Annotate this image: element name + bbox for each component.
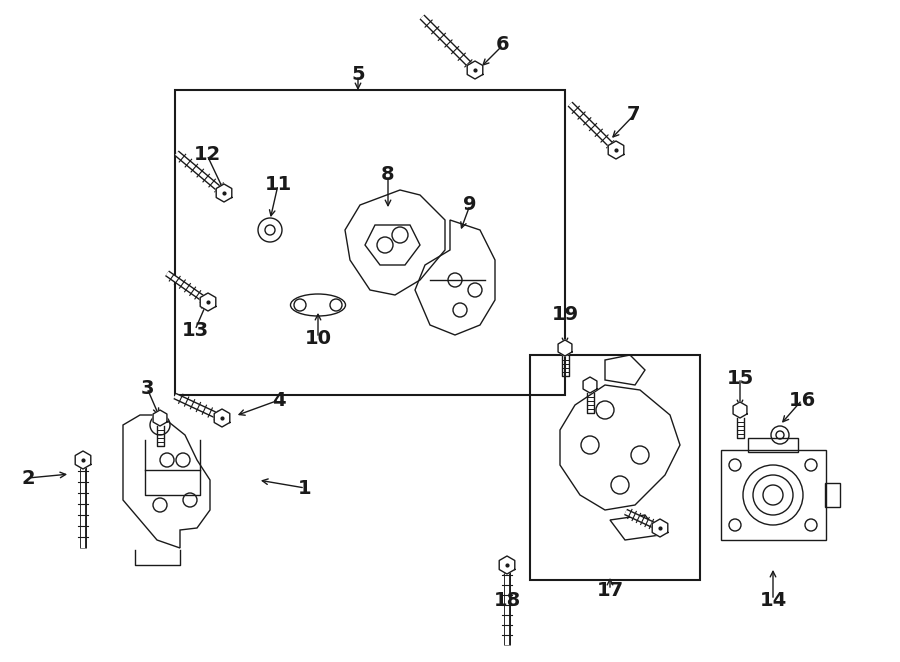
- Polygon shape: [583, 377, 597, 393]
- Text: 9: 9: [464, 195, 477, 214]
- Text: 13: 13: [182, 320, 209, 340]
- Bar: [530, 355, 700, 580]
- Text: 11: 11: [265, 175, 292, 195]
- Text: 7: 7: [627, 105, 641, 124]
- Bar: [748, 438, 798, 452]
- Polygon shape: [76, 451, 91, 469]
- Text: 8: 8: [382, 166, 395, 185]
- Text: 18: 18: [493, 591, 520, 610]
- Text: 17: 17: [597, 581, 624, 600]
- Text: 10: 10: [304, 328, 331, 348]
- Polygon shape: [216, 184, 232, 202]
- Text: 1: 1: [298, 479, 311, 498]
- Polygon shape: [153, 410, 166, 426]
- Polygon shape: [500, 556, 515, 574]
- Text: 6: 6: [496, 36, 509, 54]
- Text: 19: 19: [552, 305, 579, 324]
- Polygon shape: [652, 519, 668, 537]
- Text: 5: 5: [351, 66, 364, 85]
- Polygon shape: [467, 61, 482, 79]
- Bar: [721, 450, 826, 540]
- Polygon shape: [608, 141, 624, 159]
- Bar: [175, 90, 565, 395]
- Polygon shape: [558, 340, 572, 356]
- Text: 12: 12: [194, 146, 220, 164]
- Text: 2: 2: [22, 469, 35, 487]
- Text: 15: 15: [726, 369, 753, 387]
- Polygon shape: [734, 402, 747, 418]
- Polygon shape: [200, 293, 216, 311]
- Polygon shape: [214, 409, 230, 427]
- Text: 4: 4: [272, 391, 286, 410]
- Text: 14: 14: [760, 591, 787, 610]
- Bar: [825, 483, 840, 507]
- Text: 16: 16: [788, 391, 815, 410]
- Text: 3: 3: [140, 379, 154, 397]
